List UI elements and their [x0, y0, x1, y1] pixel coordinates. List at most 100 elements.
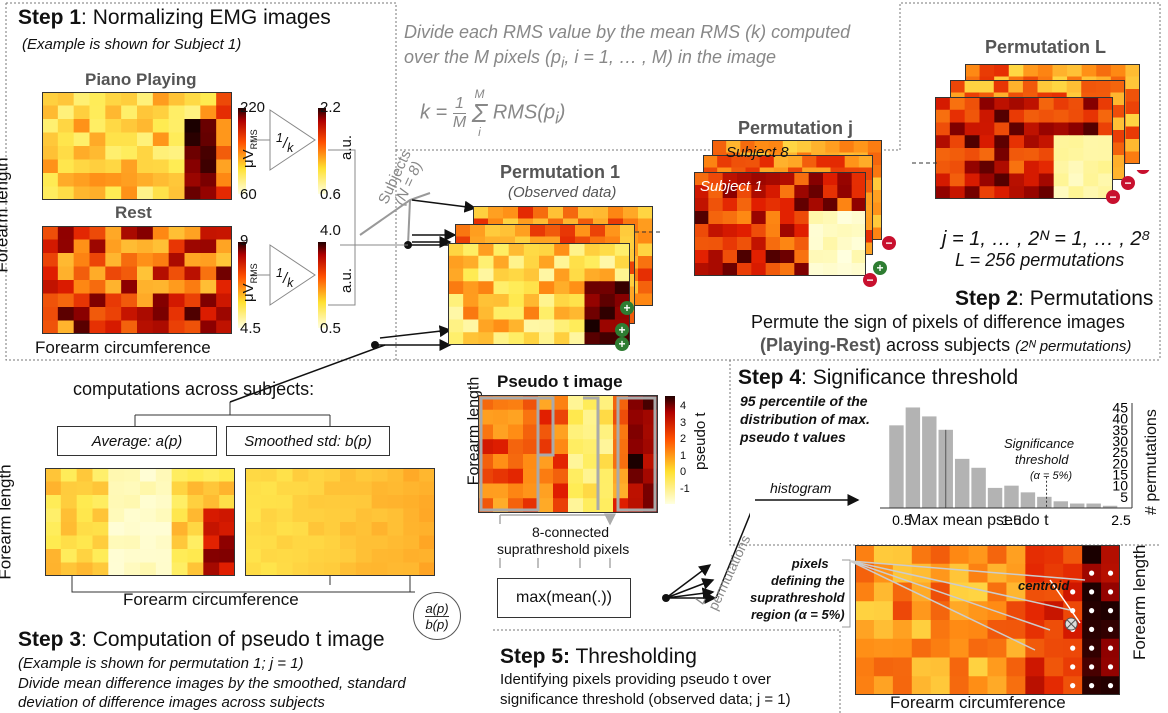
piano-norm-max: 2.2: [320, 99, 341, 116]
piano-norm-min: 0.6: [320, 186, 341, 203]
rest-norm-max: 4.0: [320, 222, 341, 239]
pseudo-cb-tick: 2: [680, 433, 687, 445]
piano-cb-unit: μVRMS: [240, 129, 259, 168]
histogram-label: histogram: [770, 480, 832, 496]
piano-label: Piano Playing: [85, 70, 197, 89]
pseudo-title: Pseudo t image: [497, 372, 623, 391]
svg-text:−: −: [866, 273, 873, 287]
perm-formula-1: j = 1, … , 2ᴺ = 1, … , 2⁸: [942, 228, 1151, 250]
hist-ytick: 35: [1112, 422, 1128, 438]
sign-badges: + + + − + − − − −: [615, 170, 1150, 351]
permj-front: [694, 172, 867, 281]
histogram-arrow: [755, 494, 860, 506]
hist-ytick: 20: [1112, 455, 1128, 471]
rest-heatmap: [42, 226, 233, 339]
permj-subject8: Subject 8: [726, 144, 789, 161]
ratio-circle: a(p) b(p): [413, 592, 461, 640]
svg-text:+: +: [618, 323, 625, 337]
step1-title-bold: Step 1: [18, 6, 82, 29]
step4-desc1: 95 percentile of the: [740, 393, 868, 409]
hist-bar: [922, 416, 937, 508]
step5-lines: [842, 559, 1086, 651]
step1-subtitle: (Example is shown for Subject 1): [22, 36, 242, 53]
piano-cb-max: 220: [240, 99, 266, 116]
svg-text:−: −: [1109, 190, 1116, 204]
pseudo-cb-tick: 4: [680, 400, 687, 412]
step3-line1: (Example is shown for permutation 1; j =…: [18, 655, 304, 672]
connected-2: suprathreshold pixels: [497, 541, 630, 557]
pseudo-arrows: [499, 510, 750, 604]
hist-bar: [971, 467, 986, 508]
subject-arrows: [340, 192, 480, 351]
hist-ylabel: # permutations: [1143, 409, 1160, 515]
permj-title: Permutation j: [738, 118, 854, 138]
step1-colorbars: [238, 108, 356, 328]
hist-bar: [954, 458, 970, 508]
threshold-1: Significance: [1004, 436, 1075, 451]
pseudo-cb-ticks: 4 3 2 1 0 -1: [680, 398, 690, 497]
hist-ytick: 25: [1112, 444, 1128, 460]
step5-line2: significance threshold (observed data; j…: [500, 691, 791, 708]
dashes: [635, 162, 940, 233]
step5-ylabel: Forearm length: [1130, 544, 1149, 660]
svg-text:+: +: [623, 301, 630, 315]
pseudo-cb-label: pseudo t: [692, 412, 709, 470]
avg-heatmap: [45, 468, 236, 581]
hist-xtick: 1.5: [1002, 512, 1022, 528]
svg-text:−: −: [885, 236, 892, 250]
threshold-3: (α = 5%): [1030, 470, 1073, 482]
step4-desc3: pseudo t values: [740, 429, 846, 445]
pseudo-cb-tick: 3: [680, 416, 687, 429]
hist-xlabel: Max mean pseudo t: [908, 512, 1049, 529]
step4-title: Step 4: Significance threshold: [738, 366, 1019, 389]
step4-desc2: distribution of max.: [740, 411, 870, 427]
hist-bar: [1037, 496, 1052, 508]
hist-bar: [987, 487, 1003, 508]
perm1-title: Permutation 1: [500, 162, 621, 182]
step3-ylabel: Forearm length: [0, 464, 15, 580]
step5-xlabel: Forearm circumference: [890, 693, 1066, 712]
svg-text:+: +: [876, 261, 883, 275]
hist-xtick: 2.5: [1111, 512, 1131, 528]
svg-text:−: −: [1124, 176, 1131, 190]
step2-line1: Permute the sign of pixels of difference…: [751, 312, 1125, 332]
piano-heatmap: [42, 92, 233, 205]
hist-bar: [889, 425, 904, 508]
hist-ytick: 15: [1112, 466, 1128, 482]
step3-line3: deviation of difference images across su…: [18, 694, 325, 711]
hist-bar: [1086, 503, 1101, 508]
step2-title: Step 2: Permutations: [955, 287, 1154, 310]
rest-cb-min: 4.5: [240, 320, 261, 337]
rest-norm-min: 0.5: [320, 320, 341, 337]
pseudo-heatmap: [478, 395, 659, 518]
maxmean-box: max(mean(.)): [497, 578, 631, 618]
hist-bar: [1053, 501, 1068, 508]
step3-title: Step 3: Computation of pseudo t image: [18, 628, 385, 651]
permL-front: [935, 97, 1114, 204]
step5-pixels: pixels defining the suprathreshold regio…: [750, 556, 845, 622]
average-box: Average: a(p): [57, 426, 217, 456]
hist-ytick: 45: [1112, 399, 1128, 415]
connected-1: 8-connected: [532, 524, 610, 540]
step5-title: Step 5: Thresholding: [500, 645, 697, 668]
step1-xlabel: Forearm circumference: [35, 338, 211, 357]
normalize-line1: Divide each RMS value by the mean RMS (k…: [404, 22, 851, 42]
hist-ytick: 40: [1112, 411, 1128, 427]
step3-line2: Divide mean difference images by the smo…: [18, 675, 406, 692]
normalize-line2: over the M pixels (pi, i = 1, … , M) in …: [404, 47, 776, 72]
threshold-2: threshold: [1015, 452, 1069, 467]
rest-cb-max: 9: [240, 232, 249, 249]
pseudo-cb-tick: -1: [680, 482, 690, 495]
hist-bar: [1102, 505, 1118, 508]
svg-text:−: −: [1139, 170, 1146, 174]
step1-title: Step 1: Normalizing EMG images: [18, 6, 331, 30]
std-heatmap: [245, 468, 436, 581]
permj-subject1: Subject 1: [700, 178, 763, 195]
centroid-label: centroid: [1018, 578, 1070, 593]
hist-ytick: 5: [1120, 489, 1128, 505]
hist-xtick: 0.5: [892, 512, 912, 528]
step3-xlabel: Forearm circumference: [123, 590, 299, 609]
rest-label: Rest: [115, 203, 152, 222]
hist-bar: [1020, 492, 1036, 508]
